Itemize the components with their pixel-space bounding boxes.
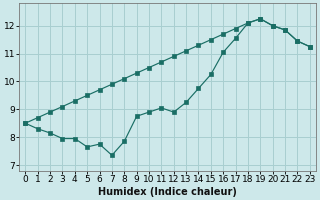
X-axis label: Humidex (Indice chaleur): Humidex (Indice chaleur) [98, 187, 237, 197]
